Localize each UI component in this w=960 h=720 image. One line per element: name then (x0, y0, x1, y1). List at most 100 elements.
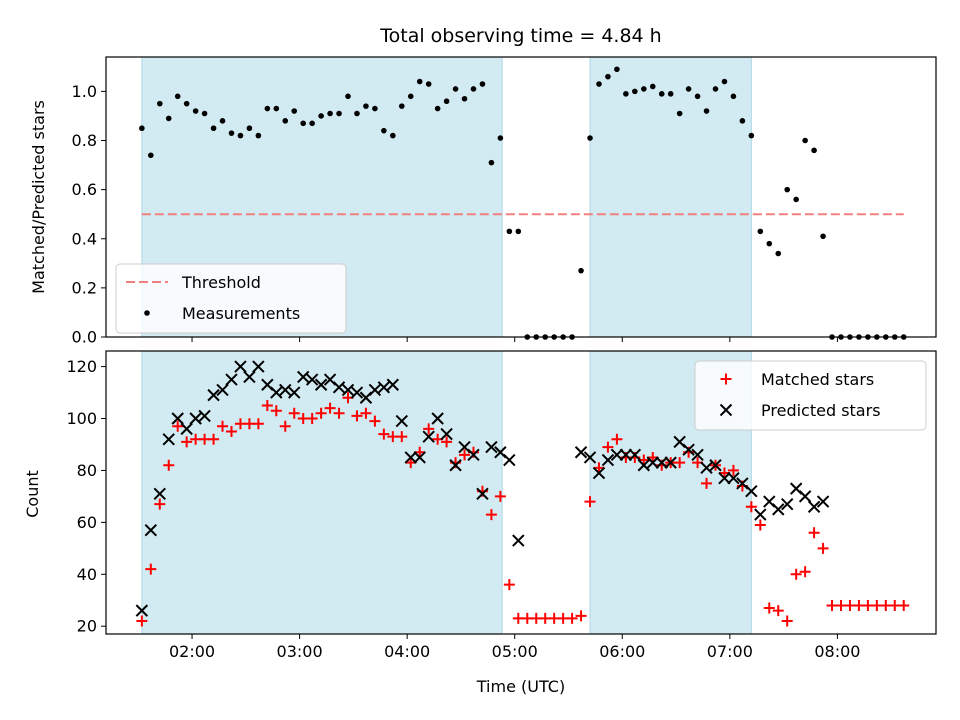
matched-star-point (799, 566, 811, 578)
matched-star-point (279, 420, 291, 432)
predicted-star-point (288, 386, 301, 399)
bottom-axes-frame (105, 350, 937, 635)
predicted-star-point (341, 383, 355, 397)
predicted-star-point (144, 523, 158, 537)
measurement-point (165, 115, 172, 122)
matched-star-point (781, 615, 793, 627)
top-axes-frame (105, 56, 937, 338)
legend-marker-icon (144, 310, 150, 316)
measurement-point (156, 100, 163, 107)
measurement-point (372, 105, 378, 112)
measurement-point (148, 152, 154, 159)
matched-star-point (593, 462, 605, 474)
measurement-point (318, 113, 324, 119)
measurement-point (614, 66, 620, 73)
measurement-point (667, 91, 674, 97)
measurement-point (354, 110, 360, 117)
predicted-star-point (619, 448, 633, 462)
matched-star-point (163, 459, 175, 471)
predicted-star-point (377, 381, 391, 394)
matched-star-point (378, 428, 390, 440)
measurement-point (506, 228, 513, 235)
top-y-tick-label: 0.4 (72, 229, 97, 248)
predicted-star-point (234, 360, 247, 373)
matched-star-point (136, 615, 148, 627)
predicted-star-point (413, 451, 426, 464)
predicted-star-point (727, 472, 740, 485)
measurement-point (623, 91, 629, 97)
bottom-legend-box (694, 360, 927, 431)
measurement-point (775, 250, 782, 257)
predicted-star-point (296, 370, 310, 384)
predicted-star-point (243, 370, 256, 384)
legend-label: Measurements (182, 304, 300, 323)
matched-star-point (459, 449, 471, 461)
predicted-star-point (171, 412, 184, 425)
bottom-markers (135, 360, 910, 627)
matched-star-point (701, 477, 713, 489)
measurement-point (363, 103, 369, 109)
matched-star-point (485, 509, 497, 521)
top-y-tick-label: 0.2 (72, 278, 97, 297)
matched-star-point (145, 563, 157, 575)
predicted-star-point (485, 440, 498, 454)
measurement-point (605, 73, 611, 80)
matched-star-point (288, 407, 300, 419)
measurement-point (721, 78, 728, 85)
predicted-star-point (601, 453, 615, 467)
legend-predicted-stars: Predicted stars (719, 401, 881, 420)
legend-label: Predicted stars (761, 401, 881, 420)
legend-marker-icon (719, 403, 733, 417)
predicted-star-point (225, 373, 238, 386)
predicted-star-point (745, 484, 758, 498)
predicted-star-point (252, 360, 265, 373)
predicted-star-point (198, 409, 211, 423)
predicted-star-point (135, 604, 149, 617)
matched-star-point (441, 436, 453, 448)
matched-star-point (324, 402, 336, 414)
matched-star-point (315, 407, 327, 419)
predicted-star-point (180, 422, 193, 436)
measurement-point (658, 91, 665, 97)
predicted-star-point (655, 456, 668, 469)
measurement-point (739, 118, 746, 124)
x-tick-label: 03:00 (277, 642, 323, 661)
predicted-star-point (772, 503, 785, 516)
matched-star-point (369, 415, 381, 427)
bottom-y-tick-label: 100 (66, 409, 97, 428)
measurement-point (139, 125, 145, 132)
measurement-point (219, 118, 226, 124)
matched-star-point (208, 433, 220, 445)
legend-threshold: Threshold (126, 273, 261, 292)
x-tick-label: 08:00 (814, 642, 860, 661)
top-observing-window (589, 56, 752, 338)
matched-star-point (261, 400, 273, 412)
measurement-point (282, 118, 289, 124)
measurement-point (398, 103, 405, 109)
predicted-star-point (754, 508, 767, 521)
matched-star-point (790, 568, 802, 580)
measurement-point (784, 186, 791, 193)
matched-star-point (566, 612, 578, 624)
measurement-point (640, 86, 647, 92)
measurement-point (255, 132, 262, 139)
matched-star-point (270, 405, 282, 417)
measurement-point (793, 196, 799, 203)
matched-star-point (333, 407, 345, 419)
measurement-point (649, 83, 656, 90)
predicted-star-point (583, 451, 597, 464)
measurement-point (309, 120, 315, 127)
predicted-star-point (700, 461, 713, 475)
matched-star-point (494, 490, 506, 502)
measurement-point (802, 137, 808, 144)
top-legend-box (115, 263, 347, 334)
matched-star-point (225, 425, 237, 437)
measurement-point (327, 110, 333, 117)
measurement-point (345, 93, 351, 100)
x-tick-label: 05:00 (492, 642, 538, 661)
measurement-point (300, 120, 306, 127)
measurement-point (434, 105, 441, 112)
measurement-point (291, 108, 298, 114)
x-tick-label: 04:00 (384, 642, 430, 661)
predicted-star-point (189, 412, 202, 425)
